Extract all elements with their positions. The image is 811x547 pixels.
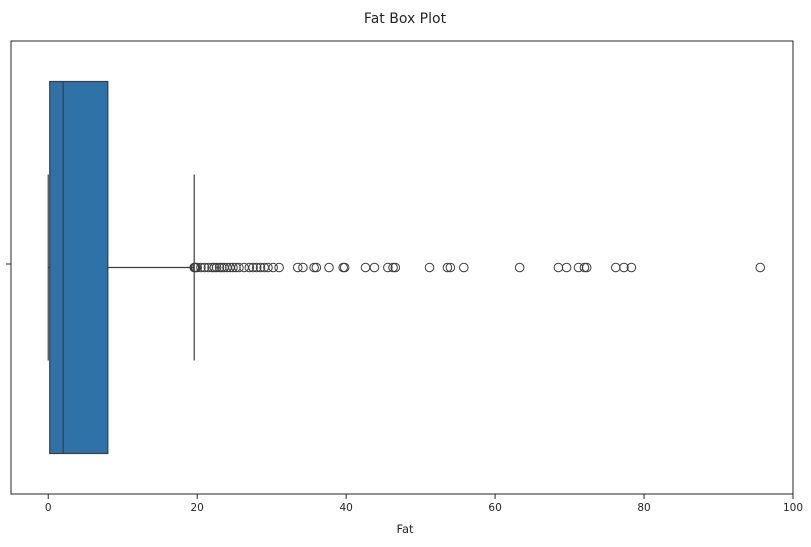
outlier-point — [514, 262, 525, 273]
outlier-point — [390, 262, 401, 273]
outlier-point — [445, 262, 456, 273]
outlier-point — [263, 262, 273, 273]
outlier-point — [196, 262, 206, 273]
outlier-point — [388, 262, 398, 273]
outlier-point — [383, 262, 393, 273]
outlier-point — [309, 262, 319, 273]
outlier-point — [610, 262, 621, 273]
box-iqr — [49, 80, 109, 455]
outlier-point — [274, 262, 284, 273]
x-axis-label: Fat — [396, 522, 414, 536]
outlier-point — [199, 262, 210, 273]
outlier-point — [298, 262, 308, 273]
outlier-point — [442, 262, 453, 273]
outlier-point — [255, 262, 266, 273]
outlier-point — [251, 262, 262, 273]
x-tick-label: 60 — [488, 502, 501, 514]
chart-title: Fat Box Plot — [364, 11, 447, 27]
outlier-point — [561, 262, 572, 273]
outlier-point — [339, 262, 350, 273]
outlier-point — [214, 262, 225, 273]
outlier-point — [424, 262, 435, 273]
outlier-point — [211, 262, 222, 273]
x-tick-label: 100 — [783, 502, 803, 514]
x-axis: 0 20 40 60 80 100 — [45, 494, 803, 514]
outlier-point — [619, 262, 629, 273]
x-tick-label: 0 — [45, 502, 52, 514]
x-tick-label: 80 — [637, 502, 650, 514]
outlier-point — [311, 262, 322, 273]
outlier-point — [192, 262, 202, 273]
outlier-point — [369, 262, 380, 273]
outlier-point — [324, 262, 334, 273]
outlier-point — [626, 262, 637, 273]
outlier-point — [292, 262, 303, 273]
outlier-point — [209, 262, 220, 273]
plot-frame — [10, 40, 794, 495]
outlier-point — [268, 262, 278, 273]
outlier-point — [459, 262, 469, 273]
outlier-point — [579, 262, 590, 273]
outlier-point — [228, 262, 238, 273]
outlier-point — [234, 262, 244, 273]
outlier-point — [553, 262, 564, 273]
outlier-point — [207, 262, 217, 273]
x-tick-label: 20 — [191, 502, 204, 514]
outlier-point — [360, 262, 371, 273]
outlier-point — [239, 262, 249, 273]
outlier-point — [755, 262, 766, 273]
outlier-point — [248, 262, 258, 273]
x-tick-label: 40 — [339, 502, 352, 514]
outlier-point — [581, 262, 592, 273]
plot-area — [47, 80, 766, 455]
outlier-point — [244, 262, 255, 273]
